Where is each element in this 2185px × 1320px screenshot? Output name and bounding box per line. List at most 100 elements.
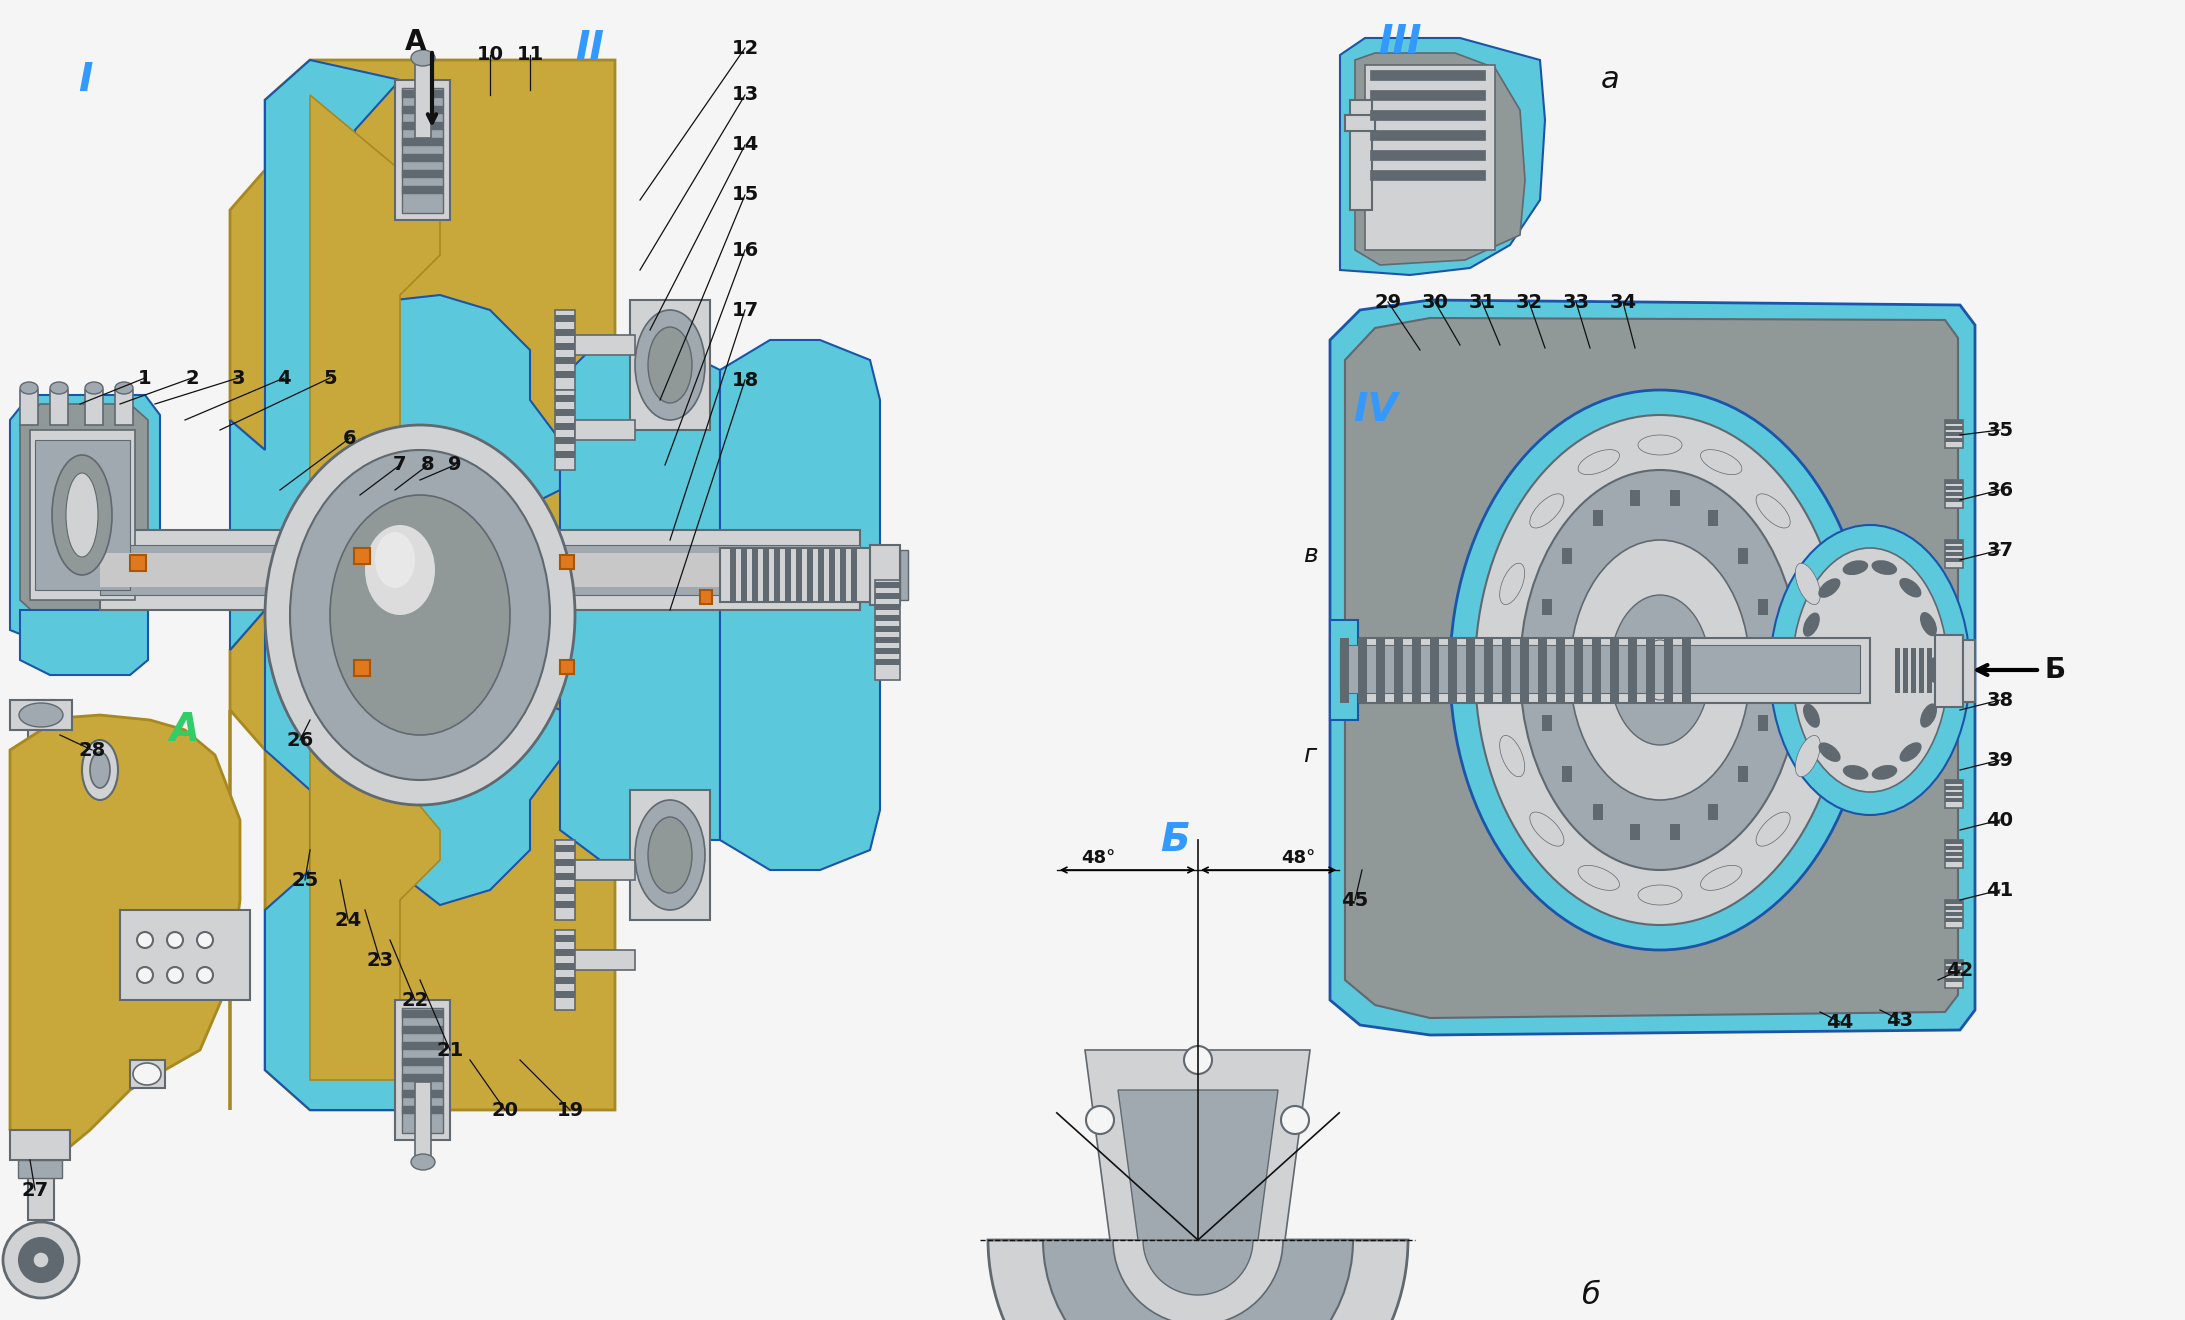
Polygon shape (1339, 38, 1545, 275)
Polygon shape (1331, 300, 1975, 1035)
Bar (402, 139, 444, 147)
Ellipse shape (1899, 578, 1921, 598)
Bar (1645, 638, 1654, 704)
Bar (1945, 438, 1962, 442)
Bar (1945, 492, 1962, 496)
Bar (1936, 635, 1962, 708)
Bar (402, 1059, 444, 1067)
Text: 3: 3 (232, 368, 245, 388)
Ellipse shape (1842, 560, 1868, 576)
Ellipse shape (1842, 766, 1868, 780)
Bar (1945, 960, 1962, 987)
Bar (20, 389, 37, 425)
Wedge shape (1042, 1239, 1353, 1320)
Ellipse shape (1578, 866, 1619, 891)
Text: 48°: 48° (1280, 849, 1315, 867)
Bar (763, 548, 769, 602)
Bar (1346, 115, 1374, 131)
Text: 2: 2 (186, 368, 199, 388)
Bar (555, 840, 575, 920)
Bar (555, 437, 575, 444)
Bar (1945, 966, 1962, 970)
Bar (1556, 638, 1564, 704)
Text: 33: 33 (1562, 293, 1588, 312)
Bar (784, 548, 791, 602)
Text: 29: 29 (1374, 293, 1401, 312)
Polygon shape (20, 610, 149, 675)
Bar (575, 420, 636, 440)
Bar (1945, 540, 1962, 568)
Wedge shape (1112, 1239, 1283, 1320)
Bar (402, 88, 444, 213)
Bar (1449, 638, 1457, 704)
Bar (1331, 620, 1359, 719)
Bar (555, 873, 575, 880)
Bar (1501, 638, 1512, 704)
Bar (1484, 638, 1492, 704)
Ellipse shape (166, 932, 184, 948)
Bar (354, 660, 369, 676)
Text: 44: 44 (1827, 1012, 1853, 1031)
Ellipse shape (1921, 612, 1936, 636)
Bar (1945, 486, 1962, 490)
Bar (1945, 851, 1962, 855)
Bar (828, 548, 835, 602)
Bar (1331, 638, 1870, 704)
Bar (559, 554, 575, 569)
Text: 4: 4 (277, 368, 291, 388)
Bar (11, 1130, 70, 1160)
Bar (1562, 767, 1571, 783)
Bar (1366, 65, 1495, 249)
Ellipse shape (1639, 436, 1682, 455)
Bar (1945, 840, 1962, 843)
Bar (900, 550, 909, 601)
Bar (555, 315, 575, 322)
Text: 12: 12 (732, 38, 758, 58)
Wedge shape (988, 1239, 1407, 1320)
Bar (555, 935, 575, 942)
Bar (555, 931, 575, 1010)
Polygon shape (395, 294, 559, 531)
Text: 41: 41 (1986, 880, 2015, 899)
Bar (839, 548, 846, 602)
Bar (28, 700, 55, 1220)
Bar (741, 548, 747, 602)
Text: 6: 6 (343, 429, 356, 447)
Bar (1936, 648, 1940, 693)
Ellipse shape (1571, 540, 1750, 800)
Text: IV: IV (1353, 391, 1398, 429)
Ellipse shape (411, 50, 435, 66)
Ellipse shape (1184, 1045, 1213, 1074)
Bar (1960, 648, 1964, 693)
Bar (1945, 978, 1962, 982)
Bar (402, 1008, 444, 1133)
Text: 13: 13 (732, 86, 758, 104)
Bar (402, 90, 444, 98)
Text: Б: Б (2045, 656, 2065, 684)
Bar (402, 1026, 444, 1034)
Bar (874, 615, 900, 620)
Bar (1593, 510, 1602, 525)
Bar (395, 1001, 450, 1140)
Bar (1350, 100, 1372, 210)
Bar (795, 548, 802, 602)
Bar (1945, 900, 1962, 904)
Polygon shape (1119, 1090, 1278, 1239)
Bar (1359, 638, 1368, 704)
Text: б: б (1580, 1280, 1599, 1309)
Bar (1945, 432, 1962, 436)
Bar (1945, 480, 1962, 508)
Ellipse shape (636, 800, 706, 909)
Ellipse shape (52, 455, 111, 576)
Text: 5: 5 (323, 368, 336, 388)
Bar (1737, 548, 1748, 564)
Bar (17, 1160, 61, 1177)
Bar (555, 371, 575, 378)
Text: 1: 1 (138, 368, 151, 388)
Wedge shape (1143, 1239, 1252, 1295)
Ellipse shape (649, 817, 693, 894)
Bar (555, 389, 575, 470)
Ellipse shape (1499, 735, 1525, 776)
Bar (1377, 638, 1385, 704)
Ellipse shape (50, 381, 68, 393)
